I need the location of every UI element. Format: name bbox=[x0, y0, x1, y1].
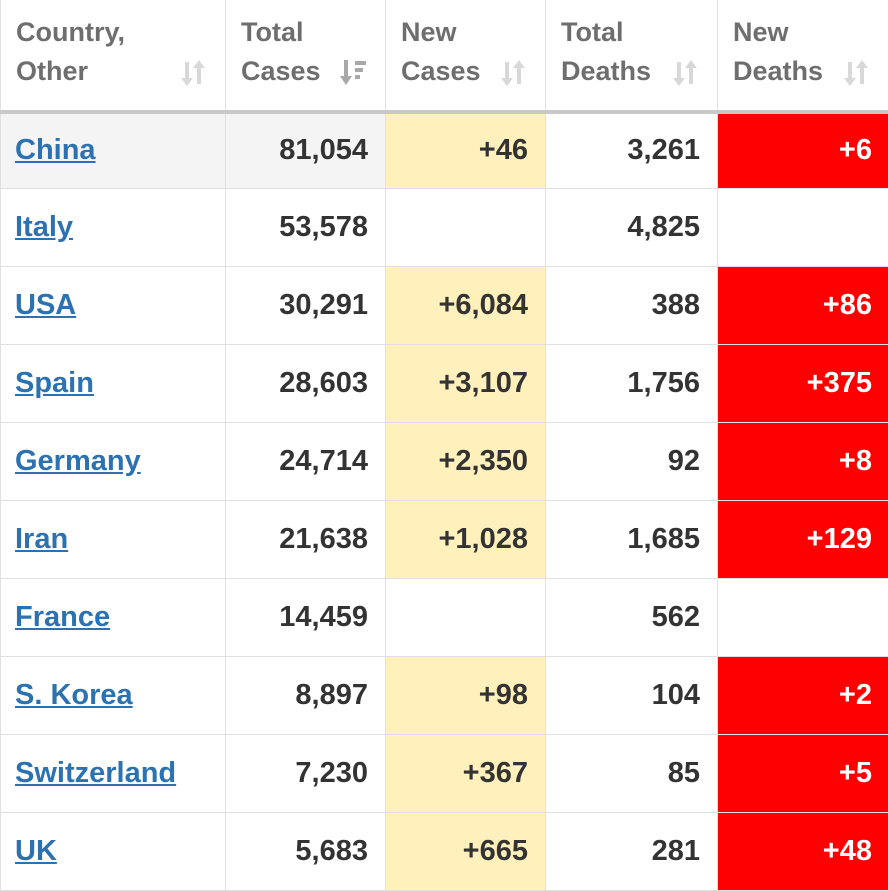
cell-total-deaths: 3,261 bbox=[546, 112, 718, 188]
cell-new-deaths: +5 bbox=[718, 734, 888, 812]
cell-new-cases: +2,350 bbox=[386, 422, 546, 500]
table-row: France 14,459 562 bbox=[1, 578, 888, 656]
cell-new-deaths: +6 bbox=[718, 112, 888, 188]
cell-total-deaths: 562 bbox=[546, 578, 718, 656]
country-link[interactable]: Spain bbox=[15, 367, 94, 399]
country-link[interactable]: Iran bbox=[15, 523, 68, 555]
cell-total-deaths: 1,685 bbox=[546, 500, 718, 578]
cell-new-cases: +98 bbox=[386, 656, 546, 734]
header-new-cases[interactable]: New Cases bbox=[386, 0, 546, 112]
cell-total-deaths: 104 bbox=[546, 656, 718, 734]
cell-total-deaths: 4,825 bbox=[546, 188, 718, 266]
country-link[interactable]: S. Korea bbox=[15, 679, 133, 711]
cell-total-cases: 21,638 bbox=[226, 500, 386, 578]
cell-country: Iran bbox=[1, 500, 226, 578]
cell-total-cases: 28,603 bbox=[226, 344, 386, 422]
cell-total-cases: 7,230 bbox=[226, 734, 386, 812]
sort-desc-icon[interactable] bbox=[339, 58, 369, 88]
cell-new-deaths: +8 bbox=[718, 422, 888, 500]
sort-icon[interactable] bbox=[842, 58, 872, 88]
cell-new-deaths: +86 bbox=[718, 266, 888, 344]
cell-total-cases: 14,459 bbox=[226, 578, 386, 656]
sort-icon[interactable] bbox=[179, 58, 209, 88]
cell-total-cases: 8,897 bbox=[226, 656, 386, 734]
sort-icon[interactable] bbox=[671, 58, 701, 88]
cell-total-cases: 30,291 bbox=[226, 266, 386, 344]
header-total-cases[interactable]: Total Cases bbox=[226, 0, 386, 112]
cell-country: Germany bbox=[1, 422, 226, 500]
cell-new-cases bbox=[386, 578, 546, 656]
cell-country: China bbox=[1, 112, 226, 188]
cell-total-deaths: 281 bbox=[546, 812, 718, 890]
cell-country: Spain bbox=[1, 344, 226, 422]
cell-total-cases: 5,683 bbox=[226, 812, 386, 890]
country-link[interactable]: France bbox=[15, 601, 110, 633]
cell-new-deaths: +375 bbox=[718, 344, 888, 422]
header-new-deaths[interactable]: New Deaths bbox=[718, 0, 888, 112]
header-total-deaths[interactable]: Total Deaths bbox=[546, 0, 718, 112]
cell-total-cases: 53,578 bbox=[226, 188, 386, 266]
country-link[interactable]: UK bbox=[15, 835, 57, 867]
cell-new-deaths bbox=[718, 188, 888, 266]
cell-total-deaths: 388 bbox=[546, 266, 718, 344]
country-link[interactable]: China bbox=[15, 134, 96, 166]
country-link[interactable]: USA bbox=[15, 289, 76, 321]
cell-country: S. Korea bbox=[1, 656, 226, 734]
cell-new-cases: +46 bbox=[386, 112, 546, 188]
cell-new-deaths: +129 bbox=[718, 500, 888, 578]
cell-new-cases bbox=[386, 188, 546, 266]
cell-total-cases: 81,054 bbox=[226, 112, 386, 188]
cell-new-deaths: +2 bbox=[718, 656, 888, 734]
sort-icon[interactable] bbox=[499, 58, 529, 88]
cell-new-cases: +367 bbox=[386, 734, 546, 812]
cell-new-deaths bbox=[718, 578, 888, 656]
cell-total-deaths: 92 bbox=[546, 422, 718, 500]
cell-new-cases: +3,107 bbox=[386, 344, 546, 422]
cell-new-cases: +6,084 bbox=[386, 266, 546, 344]
cell-country: UK bbox=[1, 812, 226, 890]
table-header-row: Country, Other Total Cases New Cases bbox=[1, 0, 888, 112]
cell-country: Italy bbox=[1, 188, 226, 266]
cell-country: Switzerland bbox=[1, 734, 226, 812]
cell-new-cases: +1,028 bbox=[386, 500, 546, 578]
header-country[interactable]: Country, Other bbox=[1, 0, 226, 112]
header-new-deaths-line1: New bbox=[733, 13, 874, 52]
cell-new-cases: +665 bbox=[386, 812, 546, 890]
cell-new-deaths: +48 bbox=[718, 812, 888, 890]
country-link[interactable]: Italy bbox=[15, 211, 73, 243]
table-row: Italy 53,578 4,825 bbox=[1, 188, 888, 266]
country-link[interactable]: Germany bbox=[15, 445, 141, 477]
cell-country: USA bbox=[1, 266, 226, 344]
cell-total-deaths: 1,756 bbox=[546, 344, 718, 422]
header-total-deaths-line1: Total bbox=[561, 13, 703, 52]
cell-total-cases: 24,714 bbox=[226, 422, 386, 500]
cell-total-deaths: 85 bbox=[546, 734, 718, 812]
country-link[interactable]: Switzerland bbox=[15, 757, 176, 789]
cell-country: France bbox=[1, 578, 226, 656]
header-new-cases-line1: New bbox=[401, 13, 531, 52]
header-country-line1: Country, bbox=[16, 13, 211, 52]
header-total-cases-line1: Total bbox=[241, 13, 371, 52]
